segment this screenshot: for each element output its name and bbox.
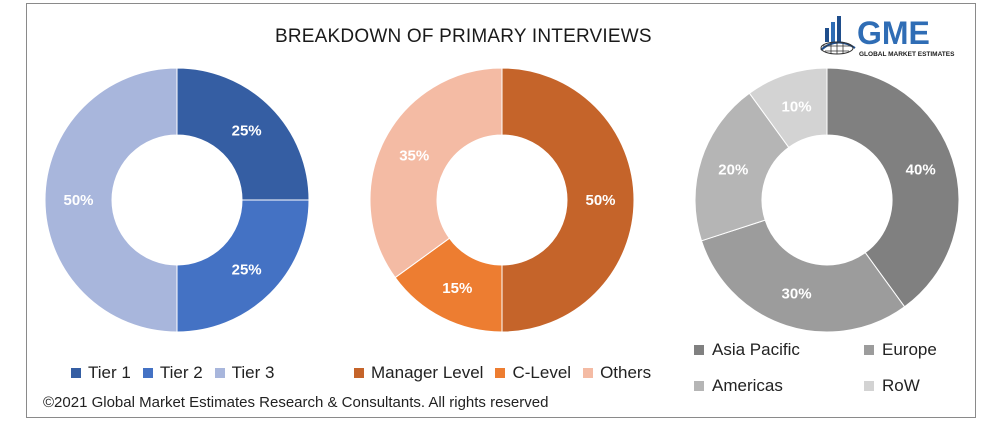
legend-swatch-others	[583, 368, 594, 378]
legend-item-row: RoW	[864, 376, 920, 396]
legend-level: Manager Level C-Level Others	[354, 363, 663, 383]
copyright-text: ©2021 Global Market Estimates Research &…	[43, 394, 549, 411]
slice-tier-3	[44, 67, 178, 333]
slice-label-europe: 30%	[782, 286, 812, 303]
legend-item-tier-2: Tier 2	[142, 363, 203, 383]
legend-swatch-tier-2	[142, 368, 153, 378]
legend-label-others: Others	[600, 363, 652, 382]
donut-charts: 25% 25% 50% 50% 15% 35% 40% 30% 20% 10%	[44, 67, 960, 333]
legend-item-c-level: C-Level	[495, 363, 571, 383]
legend-item-asia-pacific: Asia Pacific	[694, 340, 800, 360]
slice-tier-2	[176, 199, 310, 333]
slice-label-c-level: 15%	[442, 280, 472, 297]
legend-swatch-tier-3	[214, 368, 225, 378]
logo-tagline-text: GLOBAL MARKET ESTIMATES	[859, 51, 955, 58]
legend-label-c-level: C-Level	[512, 363, 572, 382]
legend-region: Asia Pacific Europe Americas RoW	[694, 340, 964, 400]
chart-frame: BREAKDOWN OF PRIMARY INTERVIEWS GME GLOB…	[26, 3, 976, 418]
slice-label-americas: 20%	[718, 162, 748, 179]
legend-item-others: Others	[583, 363, 651, 383]
chart-title: BREAKDOWN OF PRIMARY INTERVIEWS	[275, 26, 652, 47]
legend-label-tier-2: Tier 2	[159, 363, 203, 382]
slice-asia-pacific	[826, 67, 960, 308]
slice-label-row: 10%	[782, 98, 812, 115]
slice-row	[748, 67, 828, 149]
donut-chart-region: 40% 30% 20% 10%	[694, 67, 960, 333]
slice-label-others: 35%	[399, 147, 429, 164]
donut-chart-tier: 25% 25% 50%	[44, 67, 310, 333]
slice-americas	[694, 92, 790, 242]
logo-bars-icon	[820, 16, 856, 55]
slice-others	[369, 67, 503, 279]
gme-logo: GME GLOBAL MARKET ESTIMATES	[820, 15, 955, 58]
logo-brand-text: GME	[857, 15, 930, 51]
slice-label-manager-level: 50%	[585, 192, 615, 209]
slice-tier-1	[176, 67, 310, 201]
legend-swatch-americas	[694, 381, 704, 391]
slice-label-asia-pacific: 40%	[906, 162, 936, 179]
legend-swatch-row	[864, 381, 874, 391]
legend-label-europe: Europe	[882, 340, 937, 359]
legend-label-asia-pacific: Asia Pacific	[712, 340, 800, 359]
legend-label-tier-1: Tier 1	[88, 363, 131, 382]
slice-label-tier-3: 50%	[63, 192, 93, 209]
slice-manager-level	[501, 67, 635, 333]
legend-item-europe: Europe	[864, 340, 937, 360]
legend-item-manager-level: Manager Level	[354, 363, 483, 383]
legend-swatch-europe	[864, 345, 874, 355]
legend-label-tier-3: Tier 3	[231, 363, 275, 382]
slice-europe	[700, 219, 906, 333]
legend-item-americas: Americas	[694, 376, 783, 396]
donut-chart-level: 50% 15% 35%	[369, 67, 635, 333]
legend-item-tier-3: Tier 3	[214, 363, 275, 383]
legend-tier: Tier 1 Tier 2 Tier 3	[71, 363, 286, 383]
slice-label-tier-1: 25%	[232, 122, 262, 139]
legend-swatch-asia-pacific	[694, 345, 704, 355]
legend-swatch-c-level	[495, 368, 506, 378]
legend-swatch-manager-level	[354, 368, 364, 378]
legend-swatch-tier-1	[71, 368, 81, 378]
legend-label-row: RoW	[882, 376, 920, 395]
legend-label-manager-level: Manager Level	[371, 363, 484, 382]
legend-label-americas: Americas	[712, 376, 783, 395]
legend-item-tier-1: Tier 1	[71, 363, 131, 383]
slice-label-tier-2: 25%	[232, 262, 262, 279]
